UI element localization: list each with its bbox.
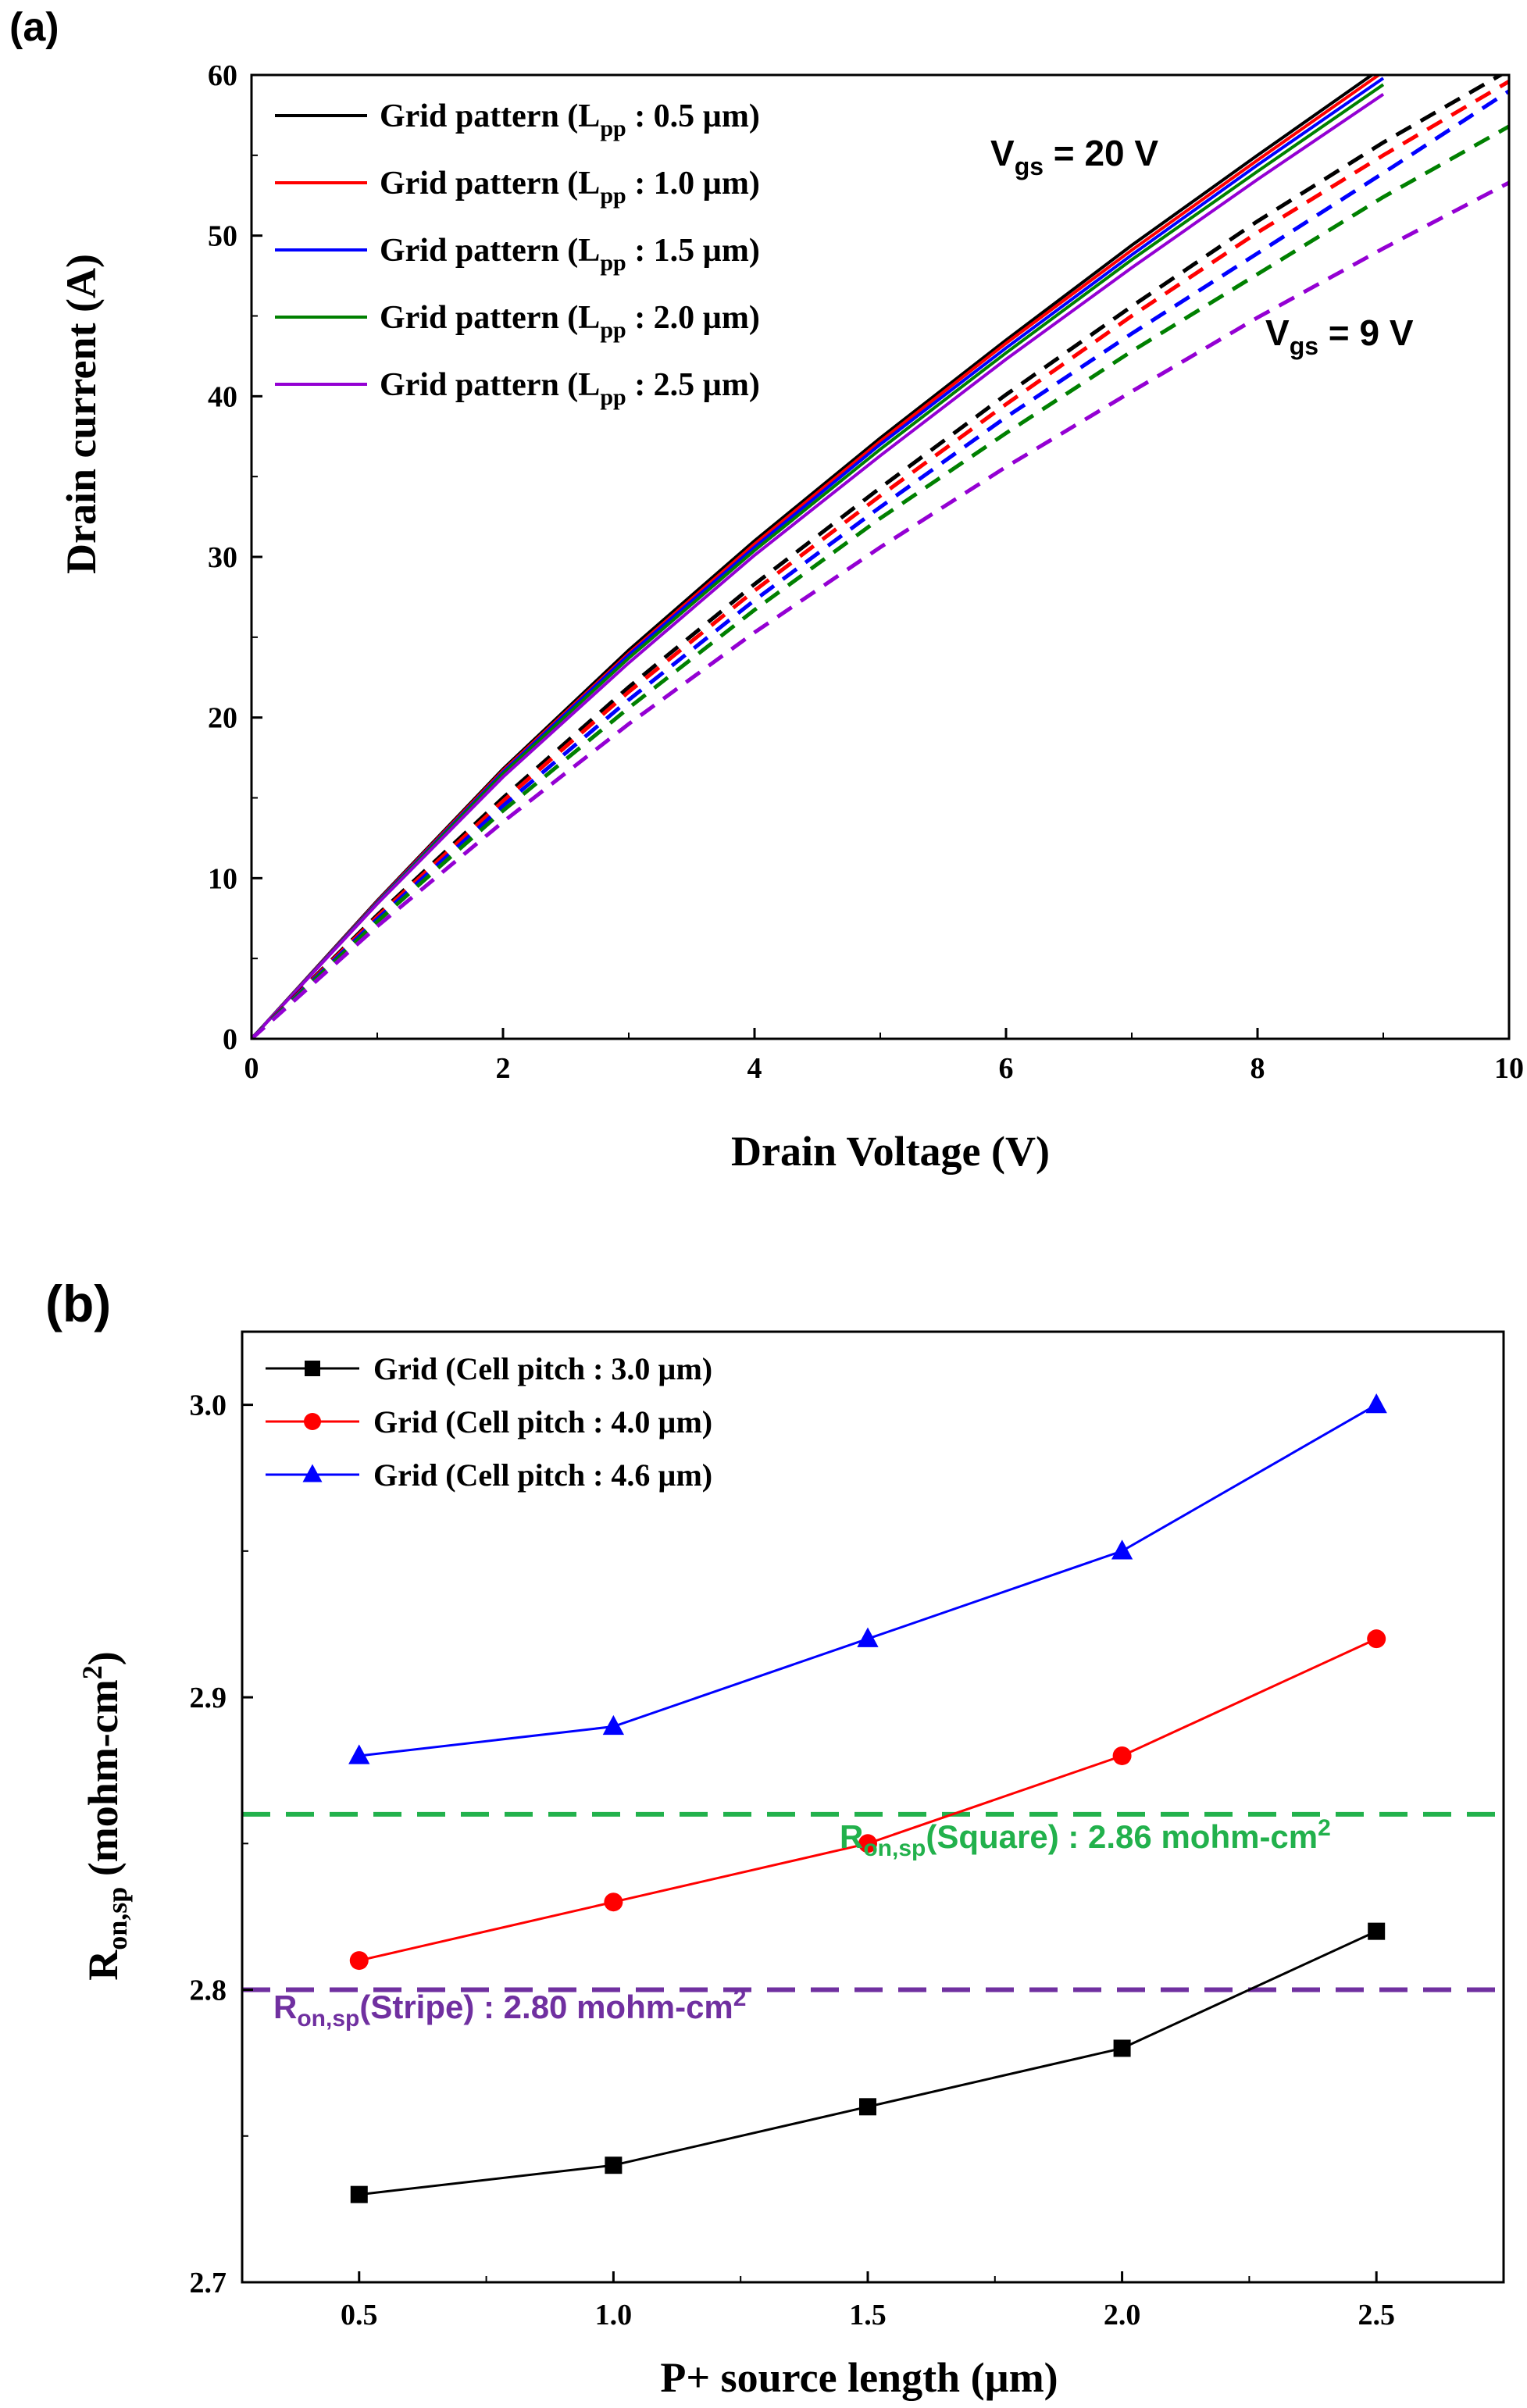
y-tick-label: 2.9 [190,1682,227,1714]
panel-b-y-axis-label: Ron,sp (mohm-cm2) [77,1651,133,1980]
x-tick-label: 0 [244,1052,259,1085]
vgs9-line-grid-pattern-lpp-2-0-m [252,124,1509,1039]
panel-b-resistance-chart: (b) 0.5 1.0 1.5 2.0 2.5 2.7 2.8 2.9 3.0 P+ sour… [45,1275,1505,2401]
x-tick-label: 2.0 [1104,2299,1141,2331]
x-tick-label: 2 [496,1052,511,1085]
panel-b-series-group [348,1393,1387,2203]
panel-a-x-axis-ticks: 0 2 4 6 8 10 [244,1028,1524,1085]
vgs9-annotation: Vgs = 9 V [1265,312,1414,360]
square-marker [605,2156,623,2174]
triangle-marker [602,1714,625,1736]
circle-marker [349,1951,369,1971]
vgs20-annotation: Vgs = 20 V [990,133,1158,180]
vgs9-line-grid-pattern-lpp-1-0-m [252,80,1509,1039]
panel-a-plot-frame [250,73,1511,1040]
legend-entry-label: Grid (Cell pitch : 4.6 µm) [373,1457,712,1493]
legend-entry-label: Grid pattern (Lpp : 1.0 µm) [380,166,760,209]
y-tick-label: 0 [223,1023,237,1056]
square-marker [1113,2039,1131,2057]
triangle-marker [348,1744,370,1764]
y-tick-label: 3.0 [190,1390,227,1422]
series-grid-cell-pitch-4-0-m [349,1629,1386,1971]
circle-marker [604,1893,623,1912]
vgs9-line-grid-pattern-lpp-0-5-m [252,75,1505,1039]
square-marker [858,2098,876,2116]
vgs9-line-grid-pattern-lpp-1-5-m [252,89,1509,1039]
series-line [359,1930,1377,2196]
vgs20-line-grid-pattern-lpp-2-5-m [252,93,1385,1039]
triangle-marker [1365,1393,1387,1414]
y-tick-label: 50 [208,220,237,253]
panel-b-x-axis-ticks: 0.5 1.0 1.5 2.0 2.5 [341,2271,1395,2331]
vgs20-line-grid-pattern-lpp-1-5-m [252,77,1385,1039]
vgs9-line-grid-pattern-lpp-2-5-m [252,180,1509,1039]
panel-a-legend: Grid pattern (Lpp : 0.5 µm) Grid pattern … [275,98,760,410]
square-reference-label: Ron,sp(Square) : 2.86 mohm-cm2 [840,1815,1331,1861]
vgs20-line-grid-pattern-lpp-2-0-m [252,83,1385,1039]
x-tick-label: 1.0 [595,2299,633,2331]
x-tick-label: 6 [999,1052,1014,1085]
square-marker [1368,1922,1386,1940]
stripe-reference-label: Ron,sp(Stripe) : 2.80 mohm-cm2 [273,1985,746,2032]
x-tick-label: 1.5 [849,2299,887,2331]
panel-b-legend: Grid (Cell pitch : 3.0 µm) Grid (Cell pit… [266,1351,712,1493]
y-tick-label: 40 [208,380,237,413]
triangle-marker [1111,1539,1133,1560]
series-line [359,1637,1377,1962]
panel-b-plot-frame [241,1330,1505,2284]
y-tick-label: 2.7 [190,2267,227,2299]
legend-entry-label: Grid pattern (Lpp : 1.5 µm) [380,233,760,276]
vgs9-series-group [252,75,1509,1039]
panel-b-x-axis-label: P+ source length (µm) [660,2354,1058,2401]
circle-marker [858,1834,877,1853]
x-tick-label: 4 [747,1052,762,1085]
x-tick-label: 2.5 [1358,2299,1395,2331]
x-tick-label: 0.5 [341,2299,378,2331]
square-marker [350,2185,368,2203]
y-tick-label: 60 [208,59,237,92]
legend-entry-label: Grid pattern (Lpp : 0.5 µm) [380,98,760,141]
square-marker [305,1361,320,1376]
triangle-marker [857,1627,879,1647]
circle-marker [1112,1746,1132,1765]
y-tick-label: 10 [208,862,237,895]
triangle-marker [302,1464,323,1482]
panel-a-drain-current-chart: (a) 0 2 4 6 8 10 0 10 20 30 40 50 60 Drain Voltage … [9,5,1524,1175]
x-tick-label: 8 [1250,1052,1265,1085]
circle-marker [1367,1629,1386,1649]
series-grid-cell-pitch-4-6-m [348,1393,1387,1764]
panel-a-y-axis-label: Drain current (A) [58,254,105,574]
legend-entry-label: Grid (Cell pitch : 3.0 µm) [373,1351,712,1386]
panel-b-y-axis-ticks: 2.7 2.8 2.9 3.0 [190,1390,253,2299]
panel-b-label: (b) [45,1275,111,1332]
circle-marker [304,1413,321,1430]
legend-entry-label: Grid pattern (Lpp : 2.5 µm) [380,367,760,410]
reference-lines-group [242,1811,1504,1992]
legend-entry-label: Grid (Cell pitch : 4.0 µm) [373,1404,712,1439]
y-tick-label: 30 [208,541,237,574]
y-tick-label: 20 [208,702,237,735]
panel-a-x-axis-label: Drain Voltage (V) [731,1128,1050,1175]
y-tick-label: 2.8 [190,1975,227,2007]
panel-a-y-axis-ticks: 0 10 20 30 40 50 60 [208,59,262,1056]
x-tick-label: 10 [1494,1052,1524,1085]
series-grid-cell-pitch-3-0-m [350,1922,1386,2203]
vgs20-series-group [252,75,1385,1039]
legend-entry-label: Grid pattern (Lpp : 2.0 µm) [380,300,760,343]
panel-a-label: (a) [9,5,59,50]
